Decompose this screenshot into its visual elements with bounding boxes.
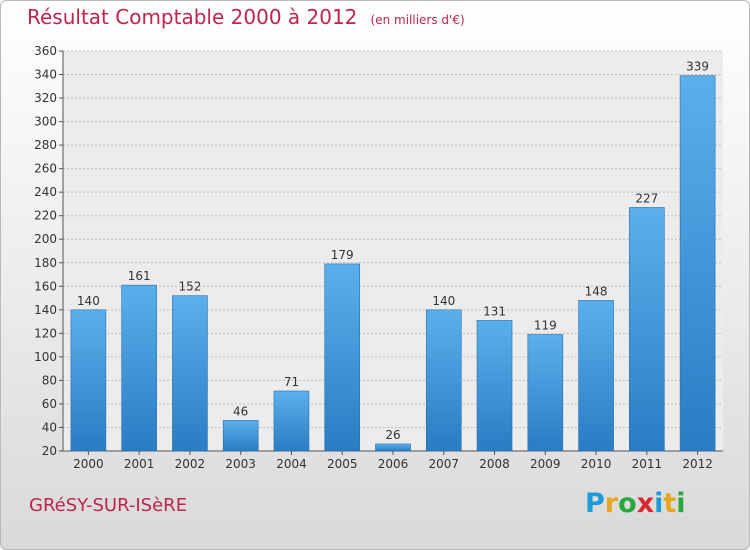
- y-tick-label: 60: [42, 397, 57, 411]
- bar-value-label: 161: [128, 269, 151, 283]
- bar: [222, 420, 259, 452]
- bar: [476, 320, 513, 452]
- y-tick-label: 120: [34, 326, 57, 340]
- commune-name: GRéSY-SUR-ISèRE: [29, 495, 188, 516]
- chart-title-unit: (en milliers d'€): [370, 13, 465, 27]
- bar: [172, 295, 208, 452]
- bar-value-label: 179: [331, 248, 354, 262]
- chart-title: Résultat Comptable 2000 à 2012 (en milli…: [27, 5, 465, 29]
- y-tick-label: 200: [34, 232, 57, 246]
- y-tick-label: 20: [42, 444, 57, 458]
- y-tick-label: 180: [34, 256, 57, 270]
- bar: [70, 309, 107, 452]
- proxiti-logo: Proxiti: [585, 488, 686, 519]
- y-tick-label: 240: [34, 185, 57, 199]
- bar-value-label: 46: [233, 404, 248, 418]
- y-tick-label: 80: [42, 373, 57, 387]
- x-tick-label: 2007: [428, 457, 459, 471]
- y-tick-label: 260: [34, 162, 57, 176]
- bar-value-label: 227: [635, 191, 658, 205]
- bar-value-label: 339: [686, 60, 709, 74]
- x-tick-label: 2011: [632, 457, 663, 471]
- logo-letter: t: [663, 488, 677, 519]
- y-tick-label: 340: [34, 68, 57, 82]
- x-tick-label: 2001: [124, 457, 155, 471]
- y-tick-label: 280: [34, 138, 57, 152]
- y-tick-label: 300: [34, 115, 57, 129]
- bar: [375, 443, 411, 452]
- bar: [578, 300, 614, 452]
- y-tick-label: 320: [34, 91, 57, 105]
- plot-area: [63, 51, 723, 451]
- bar: [324, 263, 361, 452]
- bar-value-label: 152: [178, 280, 201, 294]
- y-tick-label: 360: [34, 44, 57, 58]
- bar-value-label: 148: [585, 284, 608, 298]
- x-tick-label: 2006: [378, 457, 409, 471]
- logo-letter: x: [636, 488, 655, 519]
- bar: [679, 75, 716, 452]
- x-tick-label: 2002: [175, 457, 206, 471]
- bar: [121, 284, 157, 452]
- y-tick-label: 220: [34, 209, 57, 223]
- x-tick-label: 2010: [581, 457, 612, 471]
- x-tick-label: 2003: [225, 457, 256, 471]
- bar: [527, 334, 564, 452]
- x-tick-label: 2000: [73, 457, 104, 471]
- y-tick-label: 100: [34, 350, 57, 364]
- x-tick-label: 2009: [530, 457, 561, 471]
- x-tick-label: 2005: [327, 457, 358, 471]
- bar: [425, 309, 462, 452]
- logo-letter: i: [676, 488, 686, 519]
- logo-letter: o: [618, 488, 637, 519]
- logo-letter: P: [585, 488, 605, 519]
- bar: [273, 390, 310, 452]
- y-tick-label: 140: [34, 303, 57, 317]
- x-tick-label: 2004: [276, 457, 307, 471]
- bar-value-label: 140: [432, 294, 455, 308]
- logo-letter: i: [654, 488, 664, 519]
- logo-letter: r: [604, 488, 619, 519]
- bar-value-label: 119: [534, 319, 557, 333]
- x-tick-label: 2008: [479, 457, 510, 471]
- bar: [629, 207, 665, 452]
- bar-value-label: 26: [385, 428, 400, 442]
- bar-value-label: 140: [77, 294, 100, 308]
- chart-title-main: Résultat Comptable 2000 à 2012: [27, 5, 358, 29]
- bar-value-label: 71: [284, 375, 299, 389]
- y-tick-label: 40: [42, 420, 57, 434]
- bar-value-label: 131: [483, 304, 506, 318]
- x-tick-label: 2012: [682, 457, 713, 471]
- y-tick-label: 160: [34, 279, 57, 293]
